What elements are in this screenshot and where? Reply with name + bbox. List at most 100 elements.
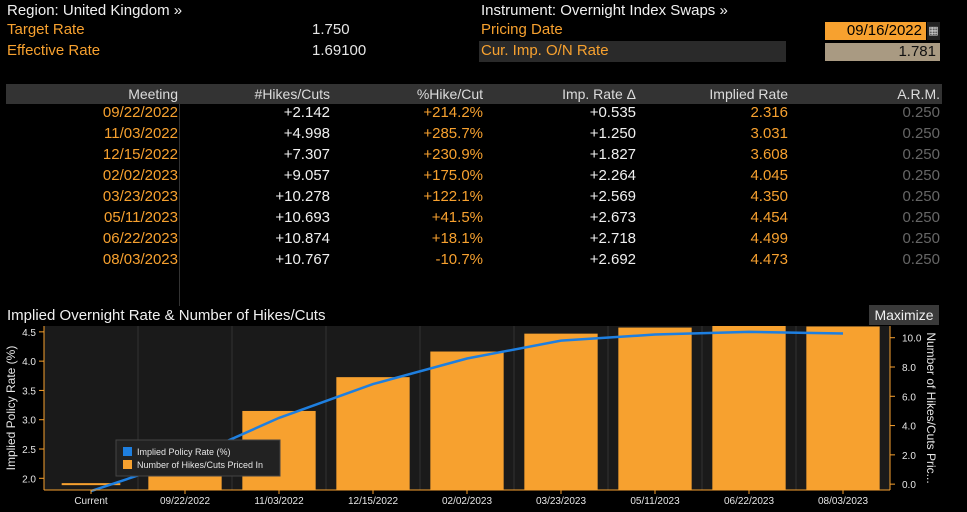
table-cell[interactable]: 12/15/2022: [102, 146, 178, 163]
table-cell[interactable]: 03/23/2023: [102, 188, 178, 205]
x-tick-label: 08/03/2023: [818, 496, 868, 507]
table-cell: +1.827: [589, 146, 636, 163]
y-tick-label: 2.0: [22, 474, 36, 485]
table-cell: 0.250: [902, 251, 940, 268]
y-axis-label: Implied Policy Rate (%): [4, 346, 18, 471]
y-tick-label: 4.5: [22, 328, 36, 339]
table-header: [6, 84, 942, 104]
cur-imp-rate-label: Cur. Imp. O/N Rate: [481, 42, 609, 59]
y2-tick-label: 2.0: [902, 451, 916, 462]
table-cell[interactable]: 08/03/2023: [102, 251, 178, 268]
chart-legend: Implied Policy Rate (%) Number of Hikes/C…: [115, 439, 281, 477]
y-tick-label: 3.0: [22, 416, 36, 427]
legend-label: Implied Policy Rate (%): [137, 447, 231, 457]
y2-axis-label: Number of Hikes/Cuts Pric...: [924, 332, 938, 483]
table-cell: 4.499: [750, 230, 788, 247]
region-selector[interactable]: Region: United Kingdom »: [7, 2, 183, 19]
legend-swatch: [123, 460, 132, 469]
table-cell: +4.998: [283, 125, 330, 142]
table-cell: 3.031: [750, 125, 788, 142]
effective-rate-label: Effective Rate: [7, 42, 101, 59]
table-cell: +2.673: [589, 209, 636, 226]
col-header-arm[interactable]: A.R.M.: [897, 86, 940, 102]
y-tick-label: 3.5: [22, 386, 36, 397]
table-cell: 2.316: [750, 104, 788, 121]
legend-box: [115, 439, 281, 477]
table-cell: +230.9%: [423, 146, 483, 163]
effective-rate-value: 1.69100: [312, 42, 367, 59]
target-rate-value: 1.750: [312, 21, 350, 38]
table-cell: +7.307: [283, 146, 330, 163]
bar: [336, 377, 410, 490]
y-tick-label: 2.5: [22, 445, 36, 456]
x-tick-label: Current: [74, 496, 108, 507]
bar: [430, 351, 504, 490]
table-cell: +2.264: [589, 167, 636, 184]
table-cell: 0.250: [902, 125, 940, 142]
table-cell[interactable]: 06/22/2023: [102, 230, 178, 247]
table-cell: -10.7%: [435, 251, 483, 268]
table-cell: +214.2%: [423, 104, 483, 121]
pricing-date-label: Pricing Date: [481, 21, 563, 38]
cur-imp-rate-field[interactable]: 1.781: [825, 43, 940, 61]
table-cell[interactable]: 11/03/2022: [104, 125, 178, 142]
table-cell: +285.7%: [423, 125, 483, 142]
legend-label: Number of Hikes/Cuts Priced In: [137, 460, 263, 470]
bar: [524, 333, 598, 490]
table-cell: 0.250: [902, 167, 940, 184]
col-header-imp-rate-delta[interactable]: Imp. Rate Δ: [562, 86, 636, 102]
y2-tick-label: 10.0: [902, 334, 922, 345]
cur-imp-row-background: [479, 41, 786, 62]
col-header-implied-rate[interactable]: Implied Rate: [709, 86, 788, 102]
table-cell: 0.250: [902, 104, 940, 121]
x-tick-label: 12/15/2022: [348, 496, 398, 507]
table-cell: +41.5%: [431, 209, 483, 226]
table-cell: +2.692: [589, 251, 636, 268]
bar: [712, 326, 786, 490]
table-cell[interactable]: 05/11/2023: [104, 209, 178, 226]
table-cell: +2.142: [283, 104, 330, 121]
table-cell: +175.0%: [423, 167, 483, 184]
table-cell: +9.057: [283, 167, 330, 184]
table-cell: +18.1%: [431, 230, 483, 247]
table-cell: +2.569: [589, 188, 636, 205]
x-tick-label: 06/22/2023: [724, 496, 774, 507]
table-cell: +2.718: [589, 230, 636, 247]
y2-tick-label: 4.0: [902, 422, 916, 433]
x-tick-label: 05/11/2023: [630, 496, 680, 507]
table-cell: 4.350: [750, 188, 788, 205]
table-cell[interactable]: 09/22/2022: [102, 104, 178, 121]
implied-rate-chart: 2.0 2.5 3.0 3.5 4.0 4.5 0.0 2.0 4.0 6.0 8.0 10.0 C…: [0, 326, 967, 512]
instrument-selector[interactable]: Instrument: Overnight Index Swaps »: [481, 2, 728, 19]
col-header-pct-hike-cut[interactable]: %Hike/Cut: [416, 86, 483, 102]
pricing-date-input[interactable]: 09/16/2022: [825, 22, 926, 40]
y2-tick-label: 6.0: [902, 392, 916, 403]
table-cell: +10.767: [275, 251, 330, 268]
x-tick-label: 02/02/2023: [442, 496, 492, 507]
maximize-button[interactable]: Maximize: [869, 305, 939, 325]
table-cell: 3.608: [750, 146, 788, 163]
table-cell: 4.454: [750, 209, 788, 226]
table-cell[interactable]: 02/02/2023: [102, 167, 178, 184]
table-cell: +10.874: [275, 230, 330, 247]
table-cell: 0.250: [902, 146, 940, 163]
calendar-icon[interactable]: ▦: [927, 22, 940, 40]
table-cell: +1.250: [589, 125, 636, 142]
table-cell: 0.250: [902, 209, 940, 226]
x-tick-label: 11/03/2022: [254, 496, 304, 507]
col-header-meeting[interactable]: Meeting: [128, 86, 178, 102]
y2-tick-label: 8.0: [902, 363, 916, 374]
table-cell: 0.250: [902, 188, 940, 205]
table-cell: +122.1%: [423, 188, 483, 205]
table-cell: +0.535: [589, 104, 636, 121]
table-divider: [179, 104, 180, 306]
table-cell: 4.473: [750, 251, 788, 268]
table-cell: 0.250: [902, 230, 940, 247]
chart-title: Implied Overnight Rate & Number of Hikes…: [7, 307, 326, 324]
y2-tick-label: 0.0: [902, 480, 916, 491]
target-rate-label: Target Rate: [7, 21, 85, 38]
col-header-hikes-cuts[interactable]: #Hikes/Cuts: [254, 86, 330, 102]
table-cell: 4.045: [750, 167, 788, 184]
bar: [61, 483, 121, 486]
bar: [618, 327, 692, 490]
